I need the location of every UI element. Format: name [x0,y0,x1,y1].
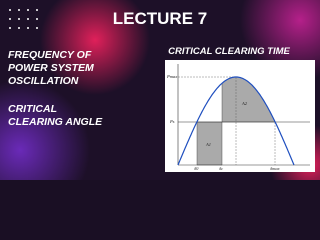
dot-grid [9,9,38,29]
dot [9,18,11,20]
blob [240,0,320,80]
topic-line: OSCILLATION [8,75,79,87]
diagram: Pmax Ps A1 A2 δ0 δc δmax [165,60,315,172]
dot [27,9,29,11]
dot [36,9,38,11]
dot [9,9,11,11]
dot [36,18,38,20]
diagram-label: δ0 [194,166,199,171]
diagram-label: A1 [205,142,211,147]
diagram-label: A2 [241,101,248,106]
diagram-label: δmax [270,166,280,171]
dot [18,18,20,20]
thumbnail: LECTURE 7 FREQUENCY OF POWER SYSTEM OSCI… [0,0,320,180]
diagram-label: Ps [169,119,175,124]
blob [40,0,150,95]
diagram-label: δc [219,166,223,171]
subtitle: CRITICAL CLEARING TIME [168,46,290,57]
dot [27,18,29,20]
dot [18,9,20,11]
dot [18,27,20,29]
title: LECTURE 7 [113,9,207,28]
power-curve [177,76,295,166]
dot [9,27,11,29]
topic-line: POWER SYSTEM [8,62,94,74]
topic-line: FREQUENCY OF [8,49,92,61]
blob [0,80,90,180]
dot [36,27,38,29]
page: LECTURE 7 FREQUENCY OF POWER SYSTEM OSCI… [0,0,320,180]
topic: FREQUENCY OF POWER SYSTEM OSCILLATION CR… [8,49,103,128]
dot [27,27,29,29]
topic-line: CLEARING ANGLE [8,116,103,128]
topic-line: CRITICAL [8,103,57,115]
diagram-label: Pmax [166,74,177,79]
